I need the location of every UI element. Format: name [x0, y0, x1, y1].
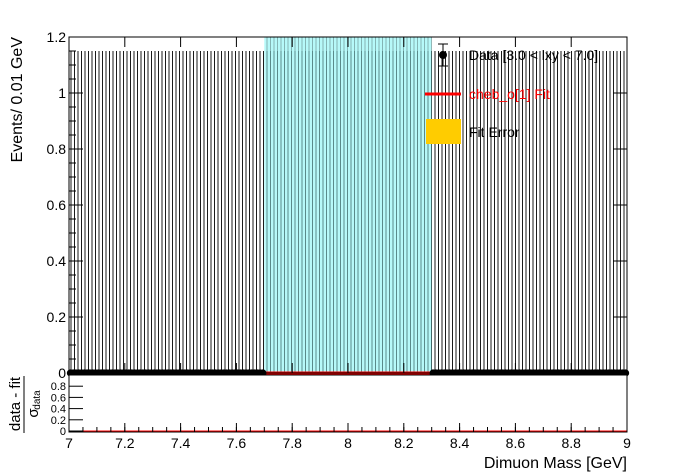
ratio-y-tick-label: 0.2: [51, 415, 66, 427]
x-tick-label: 8.2: [394, 435, 414, 451]
x-tick-label: 8: [344, 435, 352, 451]
x-tick-label: 7.2: [115, 435, 135, 451]
ratio-y-tick-label: 0.4: [51, 404, 66, 416]
legend-fit-label: cheb_o[1] Fit: [469, 86, 550, 102]
main-panel: 0 0.2 0.4 0.6 0.8 1 1.2 Events/ 0.01 GeV: [9, 29, 630, 381]
legend-data-marker: [439, 51, 447, 59]
ratio-panel: 00.20.40.60.8 7 7.2 7.4 7.6 7.8 8 8.2 8.4 8.6 8.8…: [7, 374, 631, 472]
ratio-y-axis: 00.20.40.60.8: [51, 381, 83, 438]
legend-item-fit: cheb_o[1] Fit: [425, 86, 550, 102]
ratio-y-tick-label: 0: [60, 426, 66, 438]
x-tick-label: 7.8: [282, 435, 302, 451]
ratio-ylabel-subscript: data: [32, 390, 43, 410]
blinded-region: [264, 37, 432, 373]
legend-item-data: Data [3.0 < lxy < 7.0]: [438, 43, 598, 67]
x-axis-label: Dimuon Mass [GeV]: [484, 455, 627, 472]
y-tick-label: 0.6: [47, 197, 67, 213]
main-y-axis: 0 0.2 0.4 0.6 0.8 1 1.2: [47, 29, 627, 381]
main-x-ticks: [68, 37, 628, 373]
x-tick-label: 7.4: [171, 435, 191, 451]
y-tick-label: 0.4: [47, 253, 67, 269]
x-tick-label: 8.4: [450, 435, 470, 451]
x-tick-label: 8.8: [561, 435, 581, 451]
y-tick-label: 0.8: [47, 141, 67, 157]
x-axis: 7 7.2 7.4 7.6 7.8 8 8.2 8.4 8.6 8.8 9: [65, 423, 631, 451]
ratio-ylabel-denominator: σ: [25, 408, 42, 418]
ratio-frame: [68, 374, 628, 433]
y-tick-label: 0: [58, 365, 66, 381]
y-tick-label: 1: [58, 85, 66, 101]
ratio-ylabel-numerator: data - fit: [7, 376, 24, 431]
legend-fit-error-swatch: [426, 119, 461, 144]
ratio-y-tick-label: 0.8: [51, 381, 66, 393]
x-tick-label: 7: [65, 435, 73, 451]
legend-data-label: Data [3.0 < lxy < 7.0]: [469, 47, 598, 63]
ratio-y-tick-label: 0.6: [51, 392, 66, 404]
x-tick-label: 8.6: [506, 435, 526, 451]
x-tick-label: 7.6: [227, 435, 247, 451]
legend-item-fit-error: Fit Error: [426, 119, 520, 144]
legend-fit-error-label: Fit Error: [469, 124, 520, 140]
x-tick-label: 9: [623, 435, 631, 451]
legend: Data [3.0 < lxy < 7.0] cheb_o[1] Fit Fit…: [425, 43, 598, 144]
blinded-hatch: [266, 37, 432, 373]
y-tick-label: 0.2: [47, 309, 67, 325]
ratio-y-axis-label: data - fit σ data: [7, 376, 43, 433]
y-axis-label: Events/ 0.01 GeV: [9, 37, 26, 163]
y-tick-label: 1.2: [47, 29, 67, 45]
